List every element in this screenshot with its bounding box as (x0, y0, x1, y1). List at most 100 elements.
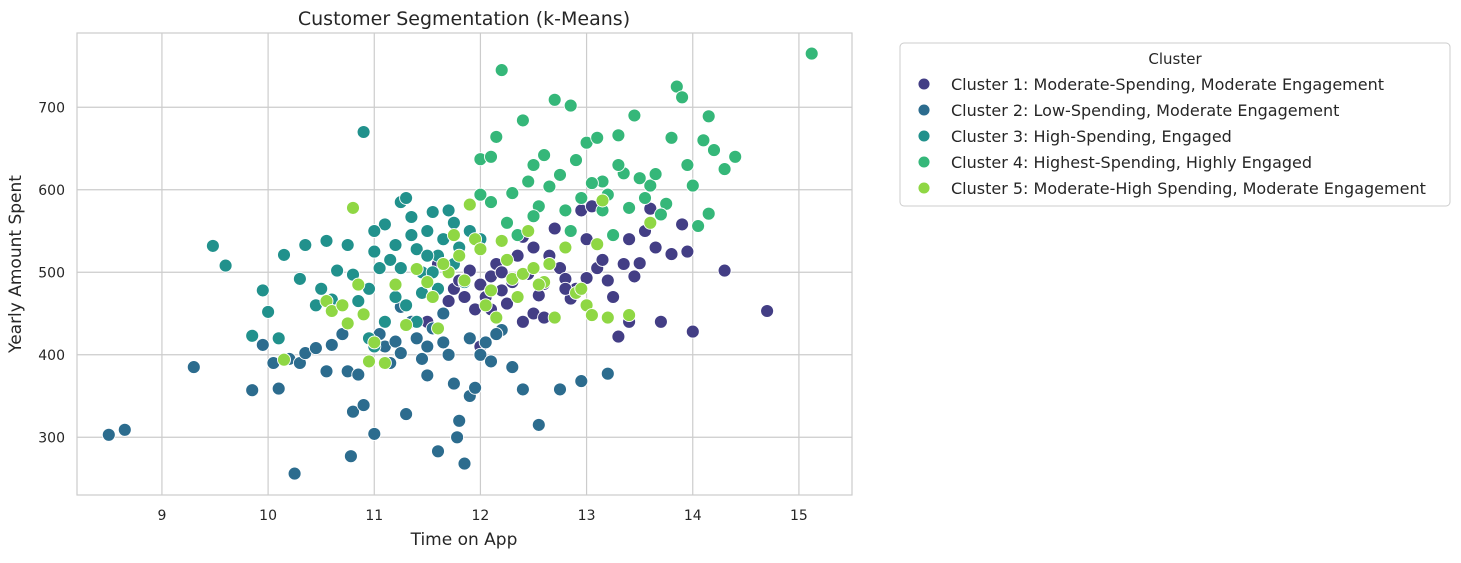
data-point (335, 298, 350, 313)
data-point (362, 354, 376, 369)
data-point (648, 167, 663, 182)
data-point (611, 128, 626, 143)
data-point (319, 233, 334, 248)
data-point (367, 244, 382, 259)
data-point (324, 337, 339, 352)
legend-marker (917, 181, 931, 195)
data-point (462, 197, 477, 212)
data-point (500, 215, 514, 230)
data-point (308, 341, 323, 356)
data-point (675, 90, 690, 105)
data-point (420, 368, 435, 383)
data-point (271, 331, 286, 346)
data-point (484, 195, 498, 210)
data-point (632, 256, 647, 271)
x-tick-label: 12 (472, 508, 490, 524)
data-point (664, 247, 679, 262)
data-point (616, 257, 631, 271)
y-tick-label: 300 (38, 430, 65, 446)
data-point (377, 314, 392, 329)
data-point (804, 46, 819, 61)
data-point (632, 171, 647, 186)
data-point (399, 407, 414, 422)
legend-item-cluster-1: Cluster 1: Moderate-Spending, Moderate E… (917, 75, 1384, 94)
data-point (531, 417, 546, 432)
data-point (563, 98, 578, 113)
data-point (505, 186, 520, 201)
data-point (425, 290, 440, 304)
data-point (468, 380, 483, 395)
series-cluster-5 (277, 193, 658, 370)
data-point (563, 224, 578, 238)
data-point (346, 200, 360, 215)
data-point (245, 383, 260, 398)
data-point (473, 277, 488, 292)
data-point (515, 266, 530, 281)
data-point (728, 149, 743, 164)
data-point (478, 298, 493, 313)
legend-item-cluster-5: Cluster 5: Moderate-High Spending, Moder… (917, 179, 1426, 198)
data-point (643, 215, 658, 230)
data-point (760, 304, 775, 318)
y-tick-label: 500 (38, 265, 65, 281)
data-point (553, 382, 567, 397)
data-point (489, 327, 504, 342)
x-tick-label: 9 (157, 508, 166, 524)
data-point (271, 381, 286, 396)
data-point (277, 352, 291, 367)
data-point (600, 366, 615, 381)
data-point (526, 209, 541, 224)
data-point (473, 187, 488, 202)
legend-item-cluster-3: Cluster 3: High-Spending, Engaged (917, 127, 1232, 146)
data-point (680, 244, 695, 259)
data-point (542, 257, 557, 271)
data-point (521, 224, 536, 238)
data-point (553, 167, 567, 182)
data-point (473, 347, 488, 362)
series-cluster-4 (473, 46, 819, 243)
data-point (500, 296, 514, 311)
data-point (351, 367, 366, 382)
data-point (367, 426, 382, 441)
x-axis-label: Time on App (410, 530, 518, 550)
data-point (648, 240, 663, 255)
data-point (314, 281, 329, 296)
data-point (611, 158, 626, 172)
data-point (606, 290, 621, 304)
data-point (515, 314, 530, 329)
data-point (457, 456, 472, 471)
data-point (537, 148, 552, 163)
data-point (388, 334, 403, 349)
legend-box (899, 42, 1451, 207)
data-point (356, 307, 371, 322)
series-cluster-3 (205, 125, 488, 354)
data-point (117, 422, 132, 437)
data-point (531, 277, 546, 292)
data-point (584, 176, 599, 191)
data-point (473, 242, 488, 257)
data-point (611, 329, 626, 344)
data-point (446, 228, 461, 243)
legend-marker (917, 103, 931, 117)
data-point (547, 221, 562, 236)
data-point (595, 193, 610, 208)
data-point (569, 153, 583, 168)
plot-area-frame (76, 32, 853, 496)
data-point (330, 263, 345, 278)
data-point (292, 271, 307, 286)
data-point (446, 215, 461, 230)
data-point (404, 228, 419, 243)
data-point (707, 143, 721, 158)
x-tick-label: 14 (684, 508, 702, 524)
data-point (505, 360, 520, 375)
data-point (343, 449, 358, 464)
data-point (441, 347, 456, 362)
data-point (425, 205, 440, 219)
data-point (409, 262, 424, 276)
y-tick-label: 400 (38, 348, 65, 364)
y-tick-label: 600 (38, 183, 65, 199)
legend-label: Cluster 1: Moderate-Spending, Moderate E… (951, 75, 1384, 94)
legend-marker (917, 77, 931, 91)
series-cluster-1 (420, 199, 775, 354)
data-point (510, 290, 525, 304)
